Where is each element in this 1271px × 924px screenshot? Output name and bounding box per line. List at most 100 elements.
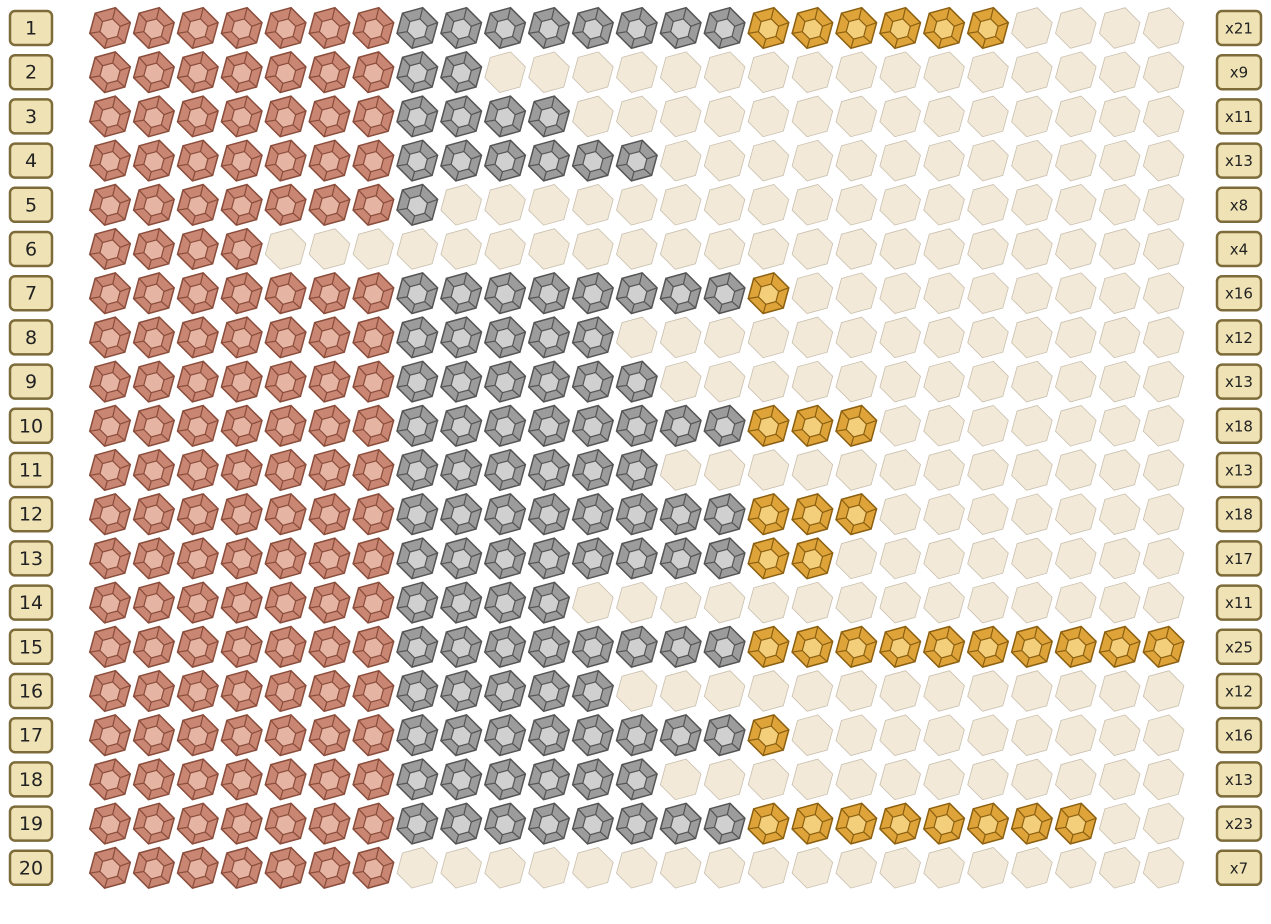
die: [221, 273, 262, 314]
row-label: 14: [19, 592, 43, 614]
die: [265, 96, 306, 137]
die: [178, 273, 219, 314]
row-label: 17: [19, 725, 43, 747]
empty-slot: [748, 52, 789, 93]
die: [441, 52, 482, 93]
empty-slot: [792, 273, 833, 314]
die: [485, 96, 526, 137]
die: [353, 715, 394, 756]
die: [309, 96, 350, 137]
die: [90, 715, 131, 756]
die: [485, 317, 526, 358]
empty-slot: [529, 185, 570, 226]
empty-slot: [924, 140, 965, 181]
die: [221, 185, 262, 226]
empty-slot: [792, 715, 833, 756]
die: [178, 494, 219, 535]
empty-slot: [1099, 361, 1140, 402]
die: [309, 759, 350, 800]
die: [441, 317, 482, 358]
empty-slot: [924, 273, 965, 314]
die: [90, 96, 131, 137]
row-label: 7: [25, 283, 37, 305]
die: [441, 450, 482, 491]
die: [529, 627, 570, 668]
count-label: x16: [1225, 285, 1253, 303]
die: [617, 627, 658, 668]
row-label: 16: [19, 681, 43, 703]
empty-slot: [836, 715, 877, 756]
die: [485, 406, 526, 447]
empty-slot: [1056, 715, 1097, 756]
die: [397, 494, 438, 535]
empty-slot: [1099, 450, 1140, 491]
die: [353, 848, 394, 889]
empty-slot: [836, 229, 877, 270]
count-label: x7: [1230, 859, 1248, 877]
empty-slot: [880, 494, 921, 535]
die: [441, 494, 482, 535]
empty-slot: [1012, 8, 1053, 49]
empty-slot: [1056, 361, 1097, 402]
die: [573, 8, 614, 49]
empty-slot: [880, 848, 921, 889]
count-label: x18: [1225, 506, 1253, 524]
die: [265, 582, 306, 623]
empty-slot: [1056, 140, 1097, 181]
die: [792, 406, 833, 447]
count-label: x11: [1225, 594, 1253, 612]
empty-slot: [1143, 671, 1184, 712]
die: [134, 406, 175, 447]
empty-slot: [1056, 848, 1097, 889]
die: [792, 803, 833, 844]
empty-slot: [1099, 671, 1140, 712]
die: [573, 494, 614, 535]
die: [309, 406, 350, 447]
empty-slot: [573, 52, 614, 93]
empty-slot: [968, 361, 1009, 402]
count-label: x4: [1230, 241, 1248, 259]
empty-slot: [1099, 52, 1140, 93]
die: [397, 759, 438, 800]
row-label: 19: [19, 813, 43, 835]
die: [265, 848, 306, 889]
empty-slot: [1143, 803, 1184, 844]
die: [309, 8, 350, 49]
empty-slot: [441, 185, 482, 226]
die: [90, 185, 131, 226]
die: [836, 406, 877, 447]
die: [704, 406, 745, 447]
die: [221, 715, 262, 756]
die: [485, 494, 526, 535]
empty-slot: [836, 52, 877, 93]
die: [485, 671, 526, 712]
empty-slot: [836, 450, 877, 491]
die: [134, 848, 175, 889]
die: [748, 8, 789, 49]
die: [397, 317, 438, 358]
empty-slot: [397, 848, 438, 889]
die: [573, 140, 614, 181]
die: [397, 8, 438, 49]
die: [90, 273, 131, 314]
count-label: x21: [1225, 20, 1253, 38]
empty-slot: [1143, 52, 1184, 93]
count-label: x13: [1225, 462, 1253, 480]
empty-slot: [1143, 96, 1184, 137]
die: [924, 8, 965, 49]
die: [485, 140, 526, 181]
empty-slot: [660, 229, 701, 270]
die: [441, 627, 482, 668]
empty-slot: [792, 671, 833, 712]
empty-slot: [573, 185, 614, 226]
empty-slot: [660, 96, 701, 137]
die: [353, 671, 394, 712]
count-label: x9: [1230, 64, 1248, 82]
die: [309, 848, 350, 889]
die: [441, 759, 482, 800]
empty-slot: [792, 140, 833, 181]
die: [265, 627, 306, 668]
die: [353, 185, 394, 226]
empty-slot: [1099, 8, 1140, 49]
empty-slot: [1012, 317, 1053, 358]
